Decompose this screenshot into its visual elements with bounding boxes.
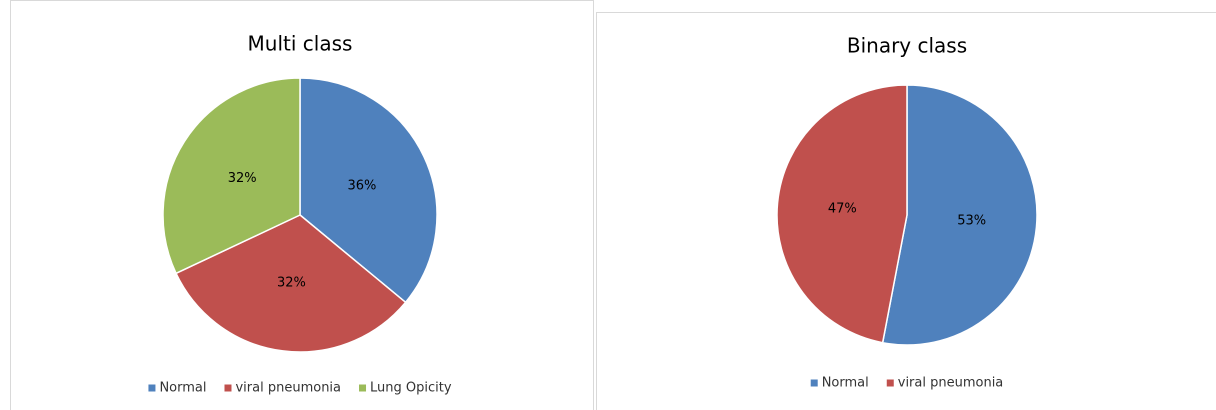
data-label: 36%: [348, 178, 377, 193]
chart-title: Multi class: [248, 32, 353, 56]
pie-slice: [881, 84, 1038, 346]
legend-label: Normal: [159, 381, 206, 396]
legend-marker: [359, 384, 367, 392]
legend-label: Lung Opicity: [370, 381, 452, 396]
pie-slice: [175, 214, 407, 353]
legend-marker: [224, 384, 232, 392]
legend-marker: [148, 384, 156, 392]
data-label: 47%: [828, 201, 857, 216]
data-label: 32%: [228, 171, 257, 186]
pie-slice: [776, 84, 908, 344]
data-label: 53%: [957, 214, 986, 229]
pie-slice: [299, 77, 438, 304]
legend-marker: [810, 379, 818, 387]
legend-marker: [886, 379, 894, 387]
chart-title: Binary class: [847, 34, 967, 58]
legend-label: viral pneumonia: [235, 381, 341, 396]
data-label: 32%: [277, 275, 306, 290]
pie-slice: [162, 77, 301, 275]
legend-label: viral pneumonia: [898, 376, 1004, 391]
legend-label: Normal: [822, 376, 869, 391]
